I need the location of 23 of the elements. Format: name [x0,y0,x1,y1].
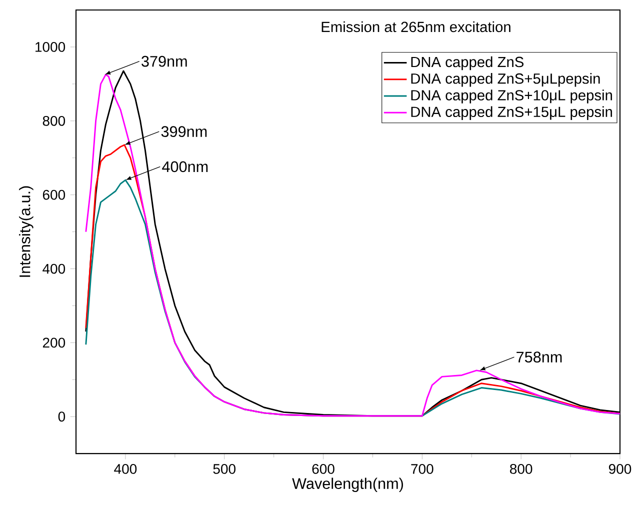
x-axis-title: Wavelength(nm) [292,478,403,492]
y-tick-label: 400 [42,264,66,274]
y-tick-label: 200 [42,338,66,348]
x-tick-label: 500 [213,464,236,474]
y-axis-title: Intensity(a.u.) [19,186,34,277]
legend-label: DNA capped ZnS [411,56,524,70]
x-tick-label: 700 [411,464,434,474]
y-tick-label: 1000 [36,42,66,52]
annotation: 758nm [516,352,562,363]
x-tick-label: 400 [114,464,137,474]
annotation: 400nm [162,161,208,172]
annotation: 399nm [161,126,207,138]
text: Emission at 265nm excitation [322,21,510,32]
legend-label: DNA capped ZnS+15μL pepsin [411,106,612,120]
legend-label: DNA capped ZnS+10μL pepsin [411,90,612,104]
x-tick-label: 600 [312,464,334,474]
y-tick-label: 800 [42,116,66,126]
legend-label: DNA capped ZnS+5μLpepsin [411,73,600,87]
x-tick-label: 800 [510,464,532,474]
y-tick-label: 0 [58,412,66,422]
annotation: 379nm [142,56,187,67]
y-tick-label: 600 [42,190,66,200]
x-tick-label: 900 [608,464,632,474]
